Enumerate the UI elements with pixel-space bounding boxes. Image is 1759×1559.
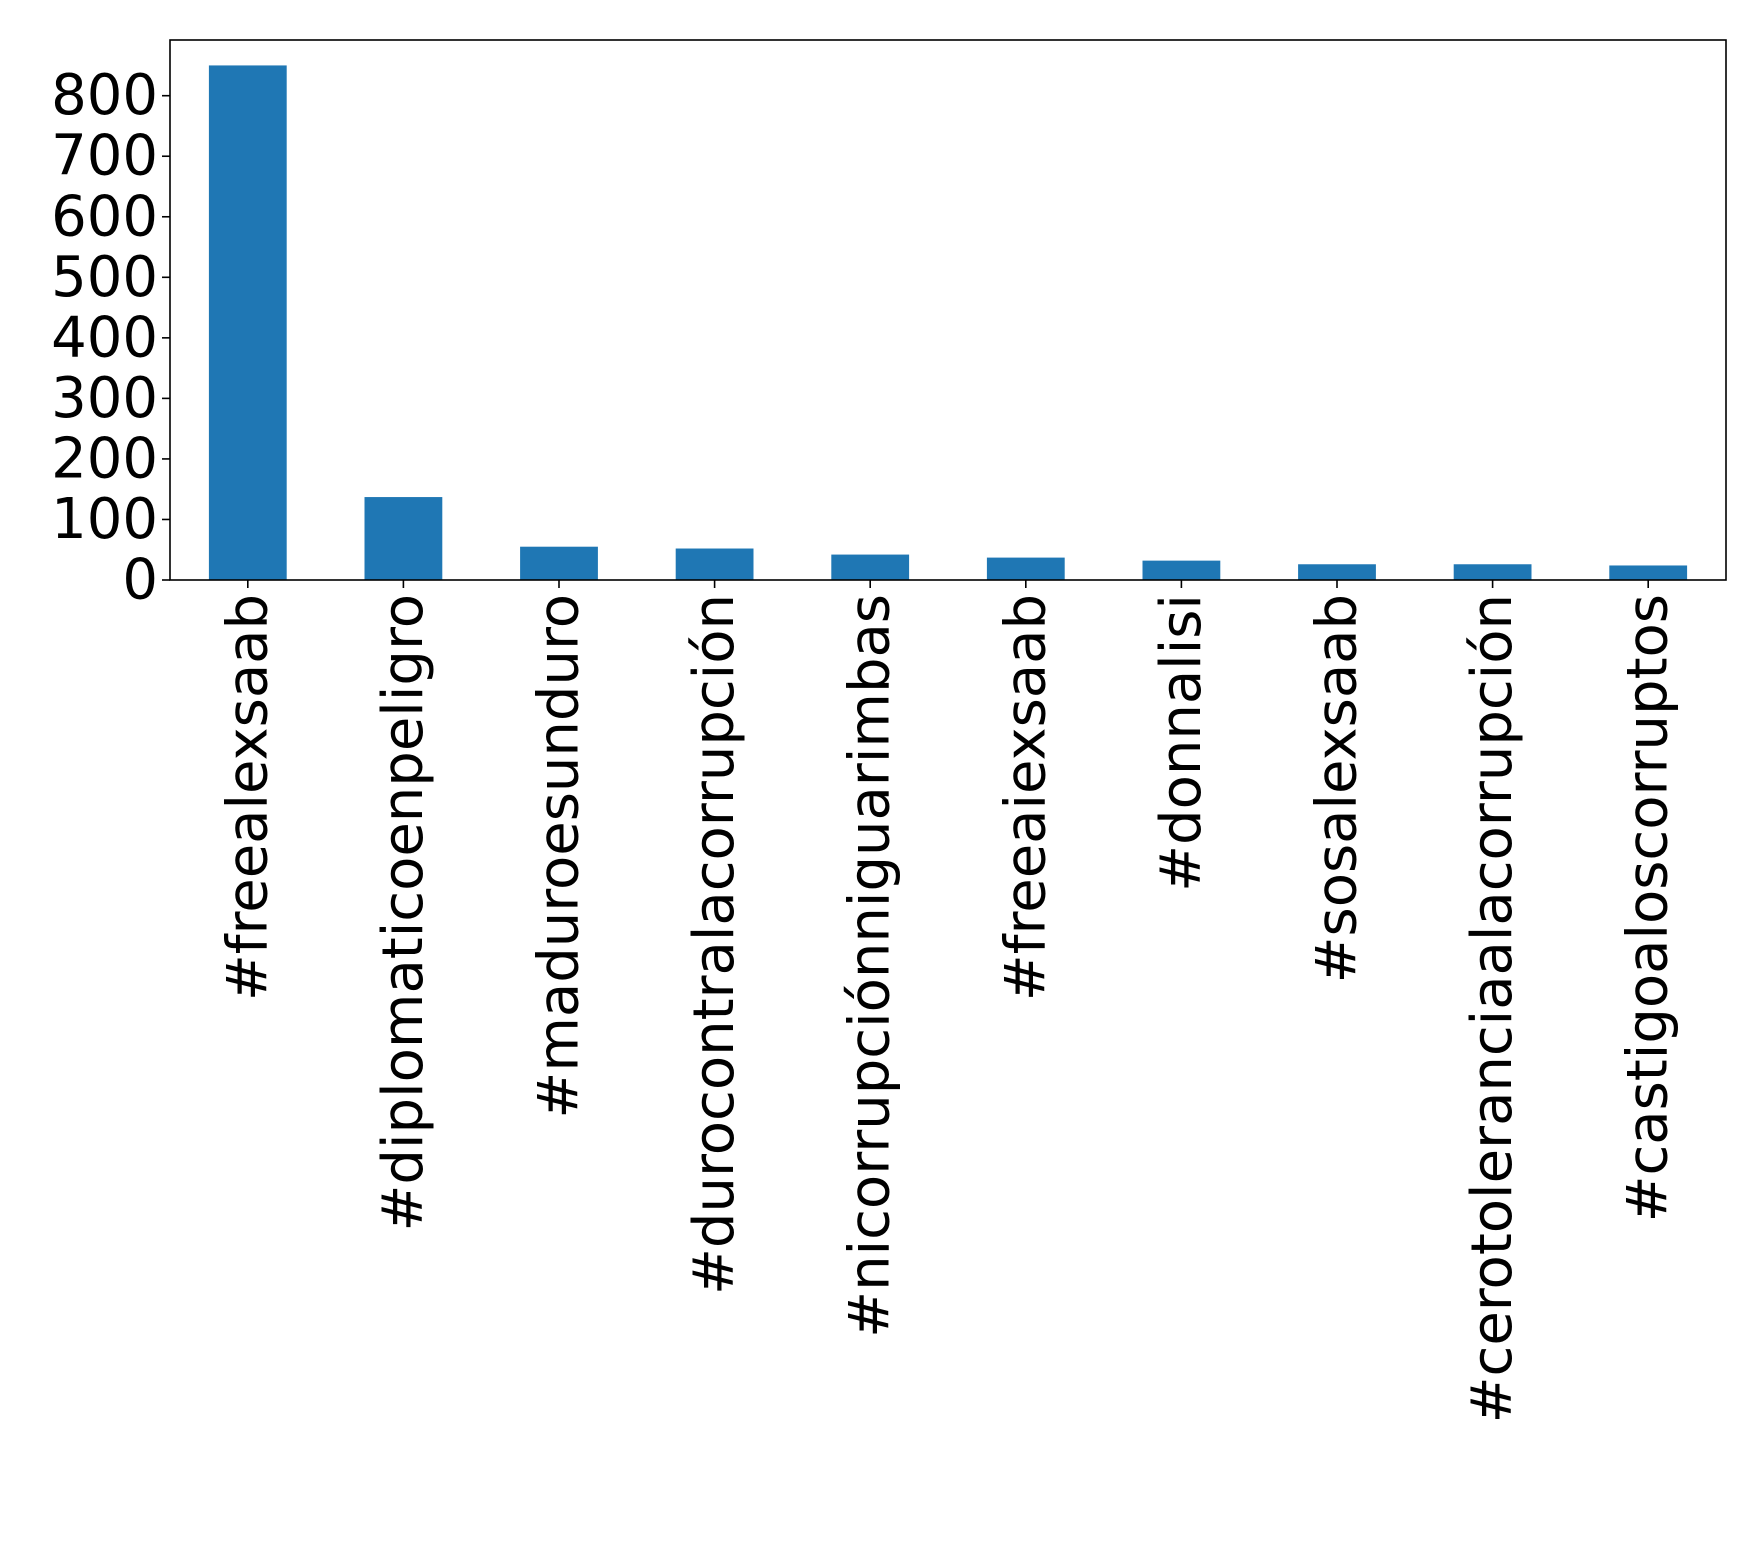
bar	[364, 497, 443, 580]
x-tick-label: #diplomaticoenpeligro	[371, 594, 436, 1232]
bar	[1609, 565, 1688, 580]
x-axis: #freealexsaab #diplomaticoenpeligro #madur…	[215, 580, 1681, 1423]
x-tick-label: #durocontralacorrupción	[682, 594, 747, 1295]
y-tick-label: 500	[51, 245, 158, 310]
bar	[1453, 564, 1532, 580]
bar	[1142, 560, 1221, 580]
y-tick-label: 600	[51, 184, 158, 249]
x-tick-label: #sosalexsaab	[1305, 594, 1370, 983]
bar	[675, 548, 754, 580]
x-tick-label: #castigoaloscorruptos	[1616, 594, 1681, 1222]
x-tick-label: #nicorrupciónniguarimbas	[838, 594, 903, 1338]
y-tick-label: 200	[51, 426, 158, 491]
x-tick-label: #donnalisi	[1149, 594, 1214, 892]
bars-layer	[208, 65, 1688, 580]
bar	[1298, 564, 1376, 580]
x-tick-label: #maduroesunduro	[527, 594, 592, 1119]
x-tick-label: #freeaiexsaab	[993, 594, 1058, 1001]
plot-frame	[169, 39, 1727, 581]
x-tick-label: #freealexsaab	[215, 594, 280, 1001]
x-tick-label: #cerotoleranciaalacorrupción	[1460, 594, 1525, 1423]
y-tick-label: 400	[51, 305, 158, 370]
bar	[520, 546, 598, 580]
bar	[208, 65, 287, 580]
y-tick-label: 300	[51, 366, 158, 431]
y-tick-label: 700	[51, 124, 158, 189]
y-tick-label: 100	[51, 487, 158, 552]
y-tick-label: 0	[122, 548, 158, 613]
bar	[986, 557, 1065, 580]
y-tick-label: 800	[51, 63, 158, 128]
bar	[831, 554, 910, 580]
